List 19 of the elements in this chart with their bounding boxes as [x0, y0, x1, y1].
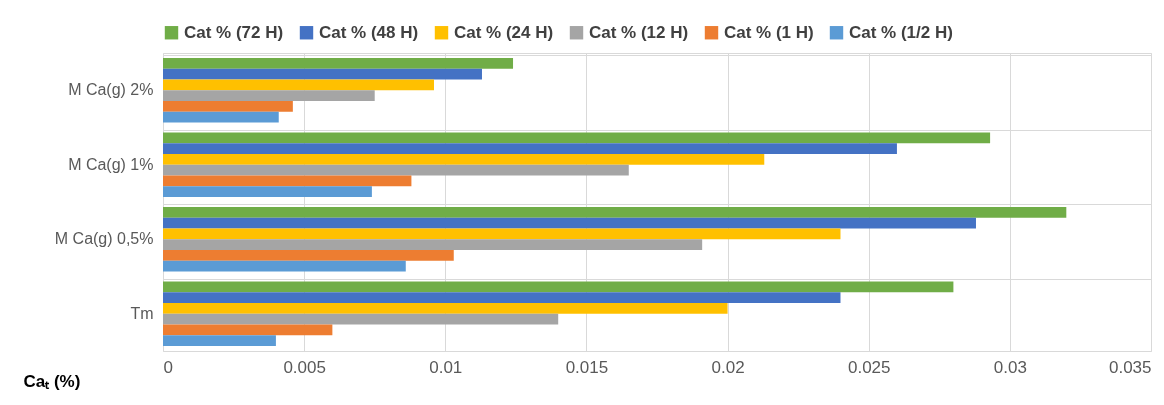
- x-tick-label: 0.005: [283, 357, 326, 377]
- x-tick-label: 0.01: [429, 357, 463, 377]
- y-tick-label: M Ca(g) 1%: [68, 155, 154, 173]
- x-tick-label: 0.03: [993, 357, 1027, 377]
- legend-label: Cat % (1 H): [724, 22, 814, 42]
- legend-label: Cat % (24 H): [454, 22, 554, 42]
- y-tick-label: M Ca(g) 0,5%: [54, 230, 154, 248]
- x-tick-label: 0.025: [847, 357, 891, 377]
- legend-label: Cat % (72 H): [184, 22, 284, 42]
- x-tick-label: 0.02: [711, 357, 745, 377]
- legend-label: Cat % (48 H): [319, 22, 419, 42]
- legend-label: Cat % (12 H): [589, 22, 689, 42]
- legend-label: Cat % (1/2 H): [849, 22, 953, 42]
- x-tick-label: 0: [163, 357, 173, 377]
- y-tick-label: M Ca(g) 2%: [68, 81, 154, 99]
- x-tick-label: 0.015: [565, 357, 609, 377]
- x-axis-title: Caₜ (%): [23, 371, 81, 391]
- y-tick-label: Tm: [130, 304, 154, 322]
- x-tick-label: 0.035: [1108, 357, 1152, 377]
